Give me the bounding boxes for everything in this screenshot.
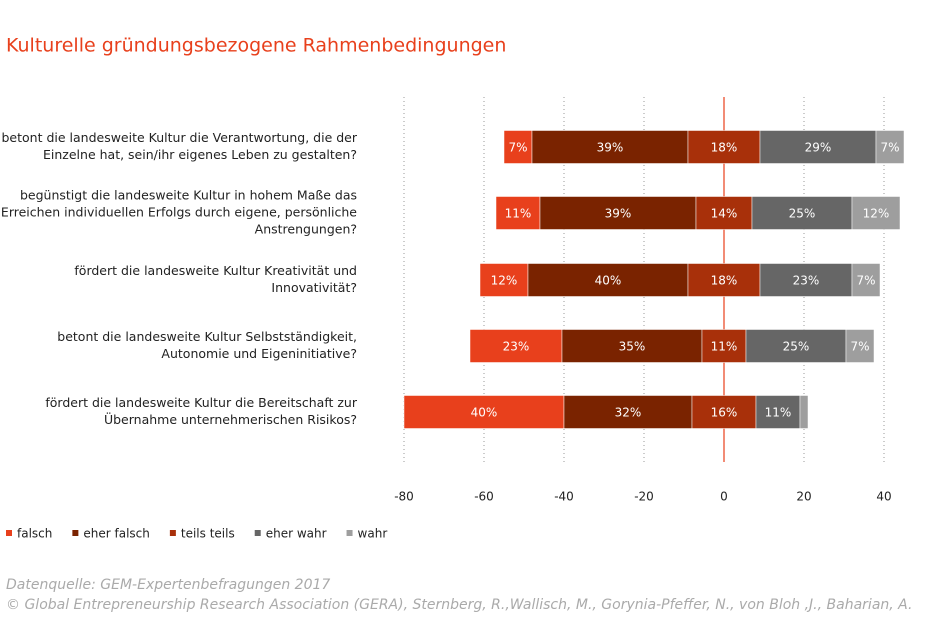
bar-segment	[687, 130, 761, 164]
data-label: 25%	[789, 207, 816, 221]
legend-swatch	[169, 530, 176, 536]
legend-label: eher wahr	[266, 527, 327, 541]
category-label: Übernahme unternehmerischen Risikos?	[104, 411, 357, 427]
legend-swatch	[346, 530, 353, 536]
bar-segment	[755, 395, 801, 429]
legend-label: falsch	[17, 527, 52, 541]
data-label: 14%	[711, 207, 738, 221]
bar-segment	[503, 130, 533, 164]
data-label: 11%	[505, 207, 532, 221]
bar-segment	[875, 130, 905, 164]
legend-label: eher falsch	[83, 527, 150, 541]
data-label: 23%	[503, 340, 530, 354]
category-label: Anstrengungen?	[255, 222, 357, 237]
data-label: 29%	[805, 141, 832, 155]
bar-segment	[751, 196, 853, 230]
data-label: 39%	[597, 141, 624, 155]
bar-segment	[851, 196, 901, 230]
data-label: 16%	[711, 406, 738, 420]
category-label: Erreichen individuellen Erfolgs durch ei…	[1, 205, 357, 220]
bar-segment	[845, 329, 875, 363]
category-label: Autonomie und Eigeninitiative?	[161, 346, 357, 361]
x-tick-label: 40	[876, 490, 891, 504]
data-label: 18%	[711, 274, 738, 288]
data-label: 39%	[605, 207, 632, 221]
x-tick-label: -40	[554, 490, 574, 504]
bar-segment	[701, 329, 747, 363]
bar-segment	[691, 395, 757, 429]
x-tick-label: -60	[474, 490, 494, 504]
bar-segment	[563, 395, 693, 429]
legend-swatch	[6, 530, 12, 536]
bar-segment	[403, 395, 565, 429]
data-label: 32%	[615, 406, 642, 420]
legend-swatch	[72, 530, 79, 536]
x-tick-label: -80	[394, 490, 414, 504]
category-label: Innovativität?	[271, 280, 357, 295]
data-label: 25%	[783, 340, 810, 354]
data-label: 12%	[491, 274, 518, 288]
data-label: 11%	[765, 406, 792, 420]
bar-segment	[799, 395, 809, 429]
category-label: fördert die landesweite Kultur Kreativit…	[74, 263, 357, 278]
data-label: 12%	[863, 207, 890, 221]
bar-segment	[479, 263, 529, 297]
data-label: 35%	[619, 340, 646, 354]
data-label: 23%	[793, 274, 820, 288]
data-label: 7%	[508, 141, 527, 155]
category-label: betont die landesweite Kultur Selbststän…	[57, 329, 357, 344]
bar-segment	[759, 130, 877, 164]
category-label: betont die landesweite Kultur die Verant…	[1, 130, 357, 145]
legend-label: wahr	[358, 527, 388, 541]
bar-segment	[561, 329, 703, 363]
bar-segment	[851, 263, 881, 297]
bar-segment	[539, 196, 697, 230]
legend-label: teils teils	[181, 527, 235, 541]
bar-segment	[531, 130, 689, 164]
data-label: 40%	[595, 274, 622, 288]
category-label: begünstigt die landesweite Kultur in hoh…	[20, 188, 357, 203]
data-label: 40%	[471, 406, 498, 420]
bar-segment	[495, 196, 541, 230]
data-label: 7%	[880, 141, 899, 155]
data-label: 7%	[850, 340, 869, 354]
bar-segment	[759, 263, 853, 297]
source-note: © Global Entrepreneurship Research Assoc…	[6, 597, 912, 613]
bar-segment	[469, 329, 563, 363]
source-note: Datenquelle: GEM-Expertenbefragungen 201…	[6, 577, 330, 593]
data-label: 18%	[711, 141, 738, 155]
legend-swatch	[254, 530, 261, 536]
category-label: fördert die landesweite Kultur die Berei…	[45, 395, 358, 410]
x-tick-label: -20	[634, 490, 654, 504]
x-tick-label: 0	[720, 490, 728, 504]
x-tick-label: 20	[796, 490, 811, 504]
data-label: 11%	[711, 340, 738, 354]
bar-segment	[745, 329, 847, 363]
chart-title: Kulturelle gründungsbezogene Rahmenbedin…	[6, 35, 506, 57]
category-label: Einzelne hat, sein/ihr eigenes Leben zu …	[43, 147, 357, 162]
data-label: 7%	[856, 274, 875, 288]
bar-segment	[687, 263, 761, 297]
